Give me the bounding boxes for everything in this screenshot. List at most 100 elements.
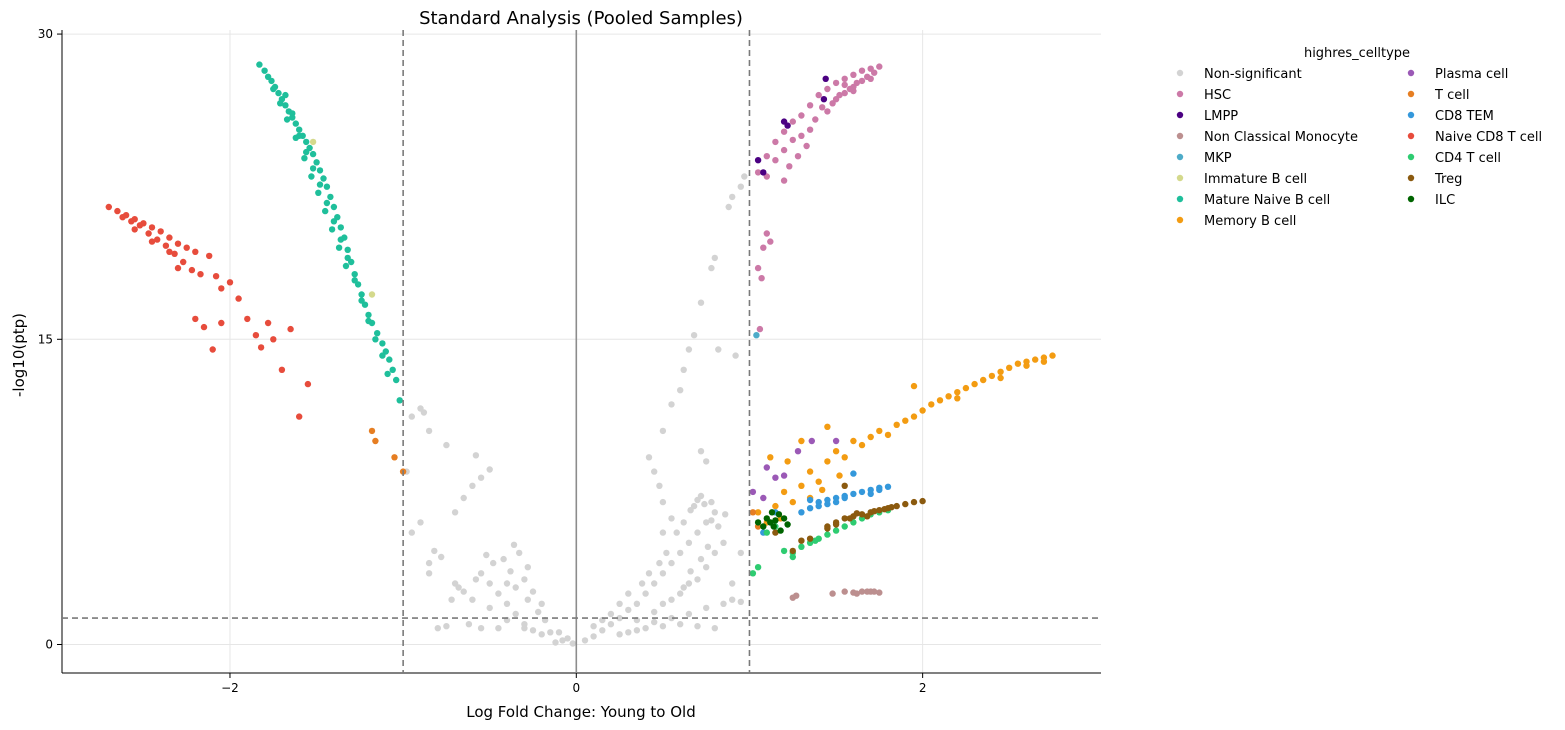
data-point	[372, 437, 379, 445]
legend-label: Plasma cell	[1435, 67, 1508, 82]
data-point	[832, 79, 840, 87]
legend-item: LMPP	[1176, 109, 1238, 124]
data-point	[704, 543, 712, 550]
data-point	[708, 517, 715, 524]
data-point	[264, 319, 272, 327]
data-point	[668, 614, 675, 622]
data-point	[389, 366, 396, 373]
legend-marker	[1176, 195, 1184, 203]
data-point	[793, 592, 800, 599]
legend-marker	[1176, 174, 1184, 182]
data-point	[997, 374, 1004, 382]
data-point	[888, 504, 895, 511]
legend-marker	[1407, 90, 1415, 98]
series-mkp	[753, 332, 760, 339]
data-point	[651, 608, 658, 616]
y-tick-label: 30	[38, 27, 53, 41]
data-point	[770, 523, 777, 530]
legend-item: Memory B cell	[1176, 214, 1296, 229]
legend-marker	[1407, 111, 1415, 119]
data-point	[668, 515, 675, 522]
data-point	[715, 523, 722, 530]
data-point	[625, 629, 632, 636]
data-point	[460, 588, 467, 595]
data-point	[780, 128, 788, 135]
data-point	[708, 498, 715, 506]
data-point	[148, 238, 156, 245]
legend-marker	[1176, 153, 1184, 161]
data-point	[775, 511, 783, 518]
data-point	[715, 346, 722, 353]
data-point	[677, 387, 684, 394]
data-point	[358, 291, 365, 298]
data-point	[668, 401, 675, 408]
data-point	[296, 413, 303, 420]
data-point	[616, 600, 623, 607]
data-point	[680, 366, 687, 373]
data-point	[780, 488, 788, 496]
data-point	[607, 621, 615, 628]
data-point	[945, 393, 952, 400]
data-point	[685, 346, 693, 353]
x-tick-label: 2	[919, 681, 927, 695]
data-point	[438, 553, 445, 561]
data-point	[337, 236, 344, 243]
data-point	[697, 555, 705, 563]
data-point	[919, 407, 926, 414]
data-point	[729, 193, 736, 201]
data-point	[663, 549, 670, 557]
data-point	[824, 531, 831, 538]
data-point	[954, 395, 961, 402]
data-point	[581, 637, 589, 644]
data-point	[680, 519, 687, 526]
data-point	[651, 468, 658, 475]
data-point	[495, 590, 502, 597]
data-point	[798, 437, 805, 445]
data-point	[841, 81, 848, 89]
data-point	[760, 244, 767, 251]
data-point	[659, 498, 667, 506]
data-point	[477, 625, 485, 632]
series-non-classical-monocyte	[789, 588, 883, 601]
data-point	[668, 559, 675, 567]
data-point	[524, 564, 531, 571]
data-point	[659, 623, 667, 630]
data-point	[789, 498, 796, 506]
series-lmpp	[754, 75, 829, 176]
data-point	[261, 67, 268, 74]
data-point	[483, 551, 490, 559]
data-point	[342, 262, 350, 270]
data-point	[725, 203, 732, 211]
data-point	[277, 100, 284, 107]
data-point	[490, 559, 497, 567]
data-point	[841, 454, 848, 461]
data-point	[853, 590, 860, 597]
data-point	[988, 372, 996, 380]
data-point	[876, 507, 883, 514]
data-point	[806, 102, 814, 109]
data-point	[282, 102, 289, 109]
data-point	[328, 226, 336, 233]
data-point	[209, 346, 216, 353]
data-point	[836, 91, 843, 99]
data-point	[858, 67, 866, 74]
data-point	[763, 464, 770, 471]
data-point	[303, 148, 310, 156]
data-point	[212, 273, 220, 280]
data-point	[806, 535, 814, 542]
series-t-cell	[368, 427, 762, 530]
data-point	[633, 627, 641, 634]
data-point	[131, 226, 138, 233]
data-point	[503, 600, 511, 607]
data-point	[659, 529, 667, 536]
data-point	[777, 527, 784, 534]
data-point	[283, 116, 291, 123]
data-point	[323, 199, 331, 207]
data-point	[197, 271, 204, 278]
data-point	[694, 576, 701, 583]
data-point	[379, 352, 386, 359]
y-tick-label: 0	[45, 638, 53, 652]
data-point	[789, 547, 796, 555]
data-point	[832, 527, 840, 534]
data-point	[105, 203, 113, 211]
